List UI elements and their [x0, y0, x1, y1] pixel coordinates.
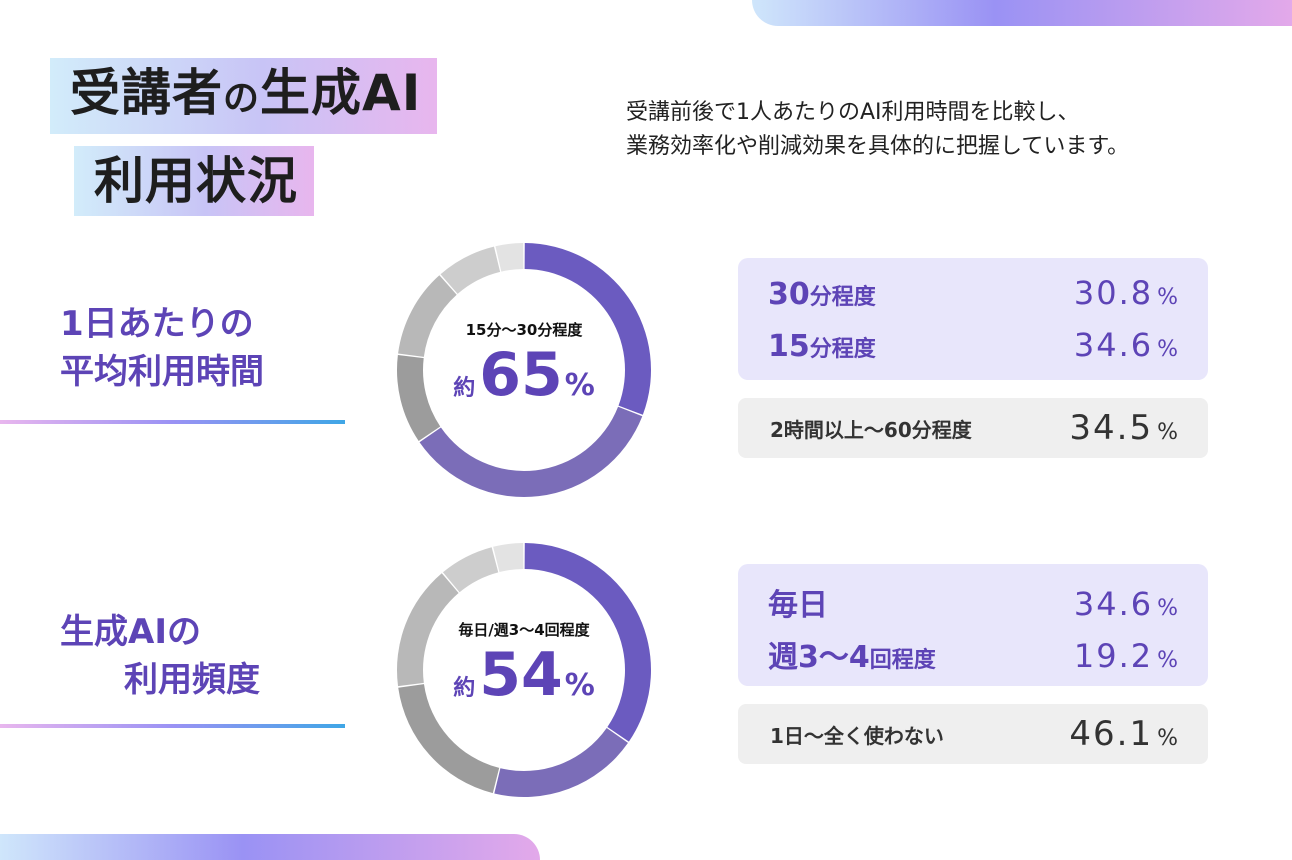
donut-1-hole: [424, 270, 624, 470]
section1-underline: [0, 420, 345, 424]
section1-row1-value: 30.8: [1073, 274, 1154, 312]
section1-row1-suffix: 分程度: [809, 285, 876, 310]
bottom-decoration-bar: [0, 834, 540, 860]
section2-label: 生成AIの 利用頻度: [60, 608, 260, 704]
section2-other-unit: %: [1157, 726, 1180, 751]
top-decoration-bar: [752, 0, 1292, 26]
section1-row1-unit: %: [1157, 285, 1180, 310]
section1-other-value: 34.5: [1069, 408, 1154, 448]
section1-center-number: 65: [479, 339, 563, 410]
section2-other-label: 1日～全く使わない: [770, 723, 944, 748]
section1-other-box: 2時間以上～60分程度 34.5%: [738, 398, 1208, 458]
intro-line1: 受講前後で1人あたりのAI利用時間を比較し、: [626, 100, 1080, 125]
donut-2-slice-4: [397, 573, 459, 687]
section2-center-unit: %: [564, 667, 595, 703]
section1-other-unit: %: [1157, 420, 1180, 445]
section1-row2-unit: %: [1157, 337, 1180, 362]
intro-text: 受講前後で1人あたりのAI利用時間を比較し、 業務効率化や削減効果を具体的に把握…: [626, 96, 1266, 164]
section2-row2-unit: %: [1157, 648, 1180, 673]
section2-center-number: 54: [479, 639, 563, 710]
donut-1-slice-5: [440, 246, 501, 294]
section2-row-1: 毎日 34.6%: [768, 580, 1180, 624]
section1-other-label: 2時間以上～60分程度: [770, 417, 972, 442]
donut-1-slice-1: [524, 243, 651, 415]
section1-center-prefix: 約: [453, 375, 476, 401]
title-part-1: 受講者: [70, 64, 223, 122]
title-part-2: 生成AI: [260, 64, 422, 122]
section1-row1-num: 30: [768, 277, 810, 312]
section2-label-line2: 利用頻度: [124, 660, 260, 700]
section2-row2-value: 19.2: [1073, 637, 1154, 675]
donut-1-slice-6: [495, 243, 524, 272]
section1-donut-chart: 15分～30分程度 約 65 %: [394, 240, 654, 500]
section1-center-unit: %: [564, 367, 595, 403]
section2-row-2: 週3～4回程度 19.2%: [768, 632, 1180, 676]
section2-row2-suffix: 回程度: [869, 648, 936, 673]
donut-2-slice-3: [398, 684, 500, 794]
section1-center-caption: 15分～30分程度: [465, 320, 583, 339]
donut-2-slice-1: [524, 543, 651, 742]
section2-row1-value: 34.6: [1073, 585, 1154, 623]
donut-1-slice-3: [397, 355, 441, 441]
section1-label-line1: 1日あたりの: [60, 304, 254, 344]
section1-donut-svg: [397, 243, 651, 497]
section1-row-1: 30分程度 30.8%: [768, 274, 1180, 312]
section1-highlight-box: 30分程度 30.8% 15分程度 34.6%: [738, 258, 1208, 380]
donut-2-slice-6: [493, 543, 524, 573]
section2-donut-chart: 毎日/週3～4回程度 約 54 %: [394, 540, 654, 800]
section2-donut-svg: [397, 543, 651, 797]
section2-center-value: 約 54 %: [453, 642, 595, 708]
section2-other-box: 1日～全く使わない 46.1%: [738, 704, 1208, 764]
section1-label: 1日あたりの 平均利用時間: [60, 300, 264, 396]
section1-row2-value: 34.6: [1073, 326, 1154, 364]
donut-2-hole: [424, 570, 624, 770]
page-title-line1: 受講者の生成AI: [50, 58, 438, 134]
section2-underline: [0, 724, 345, 728]
section2-label-line1: 生成AIの: [60, 612, 201, 652]
donut-1-slice-2: [419, 406, 643, 497]
section2-center-prefix: 約: [453, 675, 476, 701]
section2-other-value: 46.1: [1069, 714, 1154, 754]
section2-donut-center: 毎日/週3～4回程度 約 54 %: [394, 540, 654, 800]
section1-center-value: 約 65 %: [453, 342, 595, 408]
section2-row2-num: 週3～4: [768, 640, 870, 675]
donut-1-slice-4: [398, 275, 457, 357]
donut-2-slice-5: [442, 547, 499, 593]
title-part-no: の: [223, 78, 261, 119]
section2-center-caption: 毎日/週3～4回程度: [458, 620, 590, 639]
section1-label-line2: 平均利用時間: [60, 352, 264, 392]
section2-highlight-box: 毎日 34.6% 週3～4回程度 19.2%: [738, 564, 1208, 686]
section1-row-2: 15分程度 34.6%: [768, 326, 1180, 364]
page-title-line2: 利用状況: [74, 146, 314, 216]
section2-row1-num: 毎日: [768, 588, 828, 623]
intro-line2: 業務効率化や削減効果を具体的に把握しています。: [626, 134, 1130, 159]
section1-row2-suffix: 分程度: [809, 337, 876, 362]
section1-row2-num: 15: [768, 329, 810, 364]
section2-row1-unit: %: [1157, 596, 1180, 621]
section1-donut-center: 15分～30分程度 約 65 %: [394, 240, 654, 500]
donut-2-slice-2: [494, 727, 628, 797]
